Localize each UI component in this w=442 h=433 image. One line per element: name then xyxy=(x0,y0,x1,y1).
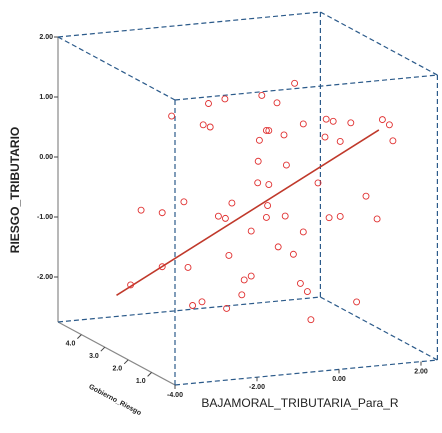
point xyxy=(325,214,333,222)
z-tick-label: 3.0 xyxy=(89,353,99,360)
point xyxy=(280,131,288,139)
point xyxy=(362,192,370,200)
point xyxy=(240,276,248,284)
point xyxy=(137,206,145,214)
point xyxy=(273,99,281,107)
point xyxy=(247,227,255,235)
point xyxy=(225,252,233,259)
point xyxy=(262,214,270,221)
point xyxy=(223,304,231,312)
x-tick-label: 2.00 xyxy=(414,368,428,375)
x-axis-title: BAJAMORAL_TRIBUTARIA_Para_R xyxy=(201,396,399,410)
point xyxy=(184,264,192,271)
point xyxy=(127,281,135,289)
box-edge xyxy=(174,359,438,386)
point xyxy=(199,121,207,129)
point xyxy=(254,179,262,187)
fit-line xyxy=(116,129,380,296)
point xyxy=(274,243,282,251)
y-tick-label: -2.00 xyxy=(37,274,53,281)
point xyxy=(314,179,322,187)
point xyxy=(262,127,270,134)
point xyxy=(180,198,188,206)
point xyxy=(336,213,344,220)
x-tick-label: -4.00 xyxy=(167,392,183,399)
z-tick-label: 1.0 xyxy=(136,378,146,385)
point xyxy=(385,121,393,129)
point xyxy=(258,91,266,99)
box-edge xyxy=(57,36,176,101)
point xyxy=(158,209,166,217)
point xyxy=(265,181,273,189)
point xyxy=(299,228,307,236)
point xyxy=(198,298,206,306)
point xyxy=(307,316,315,324)
box-edge xyxy=(57,321,176,386)
point xyxy=(205,100,212,107)
point xyxy=(329,117,337,125)
x-tick-label: 0.00 xyxy=(332,376,346,383)
point xyxy=(189,302,197,309)
point xyxy=(322,115,330,123)
point xyxy=(291,79,299,87)
z-tick xyxy=(147,372,152,377)
z-tick-label: 2.0 xyxy=(112,366,122,373)
x-tick-label: -2.00 xyxy=(249,384,265,391)
y-tick-label: 1.00 xyxy=(39,94,53,101)
point xyxy=(214,212,222,220)
point xyxy=(289,250,297,258)
z-tick xyxy=(100,346,106,352)
z-tick xyxy=(77,334,82,339)
point xyxy=(296,279,304,287)
point xyxy=(347,119,355,127)
y-tick-label: 0.00 xyxy=(39,154,53,161)
point xyxy=(282,161,290,169)
point xyxy=(373,215,381,223)
z-axis-title: Gobierno_Riesgo xyxy=(87,384,142,418)
box-edge xyxy=(57,11,321,38)
box-edge xyxy=(174,74,438,101)
point xyxy=(247,272,255,280)
y-tick-label: -1.00 xyxy=(37,214,53,221)
point xyxy=(264,202,272,209)
y-axis-title: RIESGO_TRIBUTARIO xyxy=(8,127,22,253)
point xyxy=(378,116,386,124)
point xyxy=(228,199,236,207)
point xyxy=(168,112,176,120)
point xyxy=(238,291,246,299)
point xyxy=(321,133,329,141)
box-edge xyxy=(320,11,438,76)
point xyxy=(221,95,229,103)
point xyxy=(255,136,263,144)
point xyxy=(303,288,311,296)
z-tick-label: 4.0 xyxy=(66,340,76,347)
point xyxy=(281,212,289,220)
point xyxy=(254,157,262,165)
box-edge xyxy=(57,296,321,323)
point xyxy=(158,263,166,271)
point xyxy=(265,127,273,135)
point xyxy=(206,123,214,131)
point xyxy=(389,137,397,145)
point xyxy=(336,138,344,145)
box-edge xyxy=(320,296,438,361)
point xyxy=(299,120,307,128)
z-tick xyxy=(123,359,129,365)
point xyxy=(353,298,361,306)
point xyxy=(221,214,229,222)
y-tick-label: 2.00 xyxy=(39,34,53,41)
